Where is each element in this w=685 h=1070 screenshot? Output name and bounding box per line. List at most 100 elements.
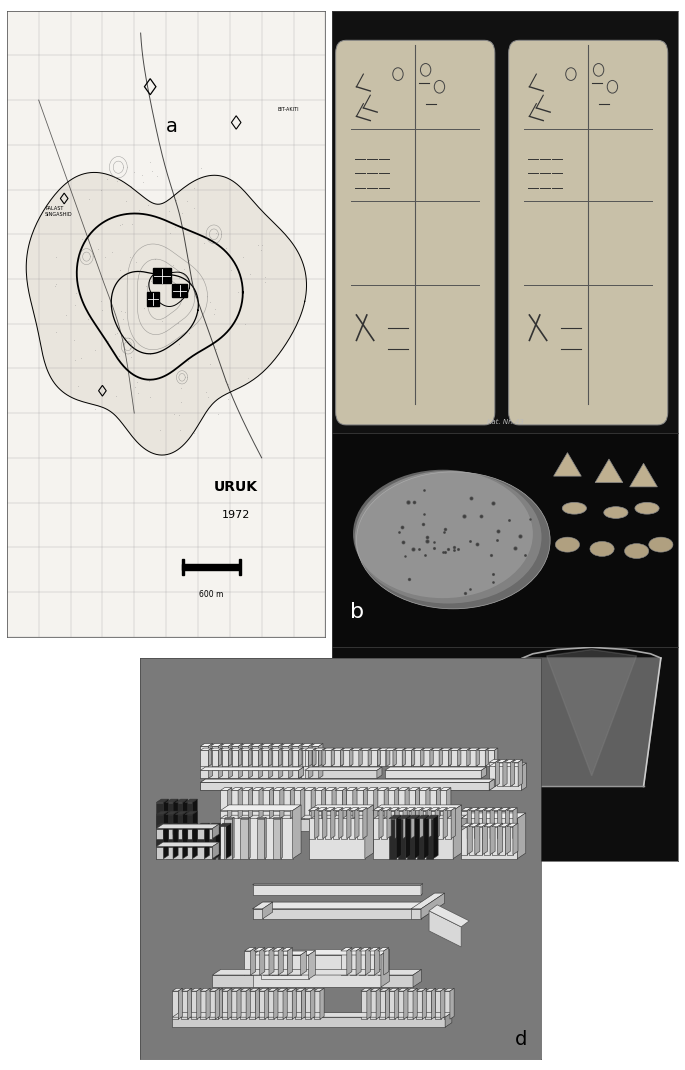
Polygon shape (273, 791, 279, 819)
Polygon shape (282, 948, 292, 951)
Polygon shape (314, 748, 325, 750)
Polygon shape (507, 808, 517, 811)
Polygon shape (240, 747, 249, 779)
Polygon shape (215, 989, 219, 1019)
Polygon shape (172, 991, 178, 1019)
Polygon shape (398, 791, 405, 819)
Polygon shape (309, 808, 319, 811)
Polygon shape (208, 748, 212, 766)
Polygon shape (495, 760, 499, 786)
Polygon shape (323, 750, 331, 766)
Polygon shape (363, 669, 474, 754)
Polygon shape (421, 808, 432, 811)
Polygon shape (521, 763, 526, 791)
Polygon shape (387, 808, 391, 839)
Polygon shape (209, 989, 219, 991)
Polygon shape (477, 748, 488, 750)
Polygon shape (305, 750, 312, 766)
Polygon shape (305, 991, 311, 1019)
Polygon shape (476, 808, 486, 811)
Polygon shape (407, 989, 417, 991)
Polygon shape (241, 788, 253, 791)
Polygon shape (273, 819, 281, 858)
Polygon shape (209, 991, 215, 1019)
Polygon shape (156, 811, 169, 814)
Polygon shape (630, 463, 658, 487)
Polygon shape (499, 811, 506, 839)
Polygon shape (272, 948, 284, 951)
Polygon shape (408, 815, 420, 819)
Polygon shape (277, 989, 287, 991)
Polygon shape (379, 991, 386, 1019)
Polygon shape (461, 815, 466, 830)
Polygon shape (221, 747, 228, 779)
Polygon shape (221, 805, 301, 811)
Polygon shape (510, 760, 514, 786)
Polygon shape (477, 750, 485, 766)
Polygon shape (373, 811, 379, 839)
Polygon shape (238, 744, 242, 779)
Polygon shape (421, 893, 445, 919)
Polygon shape (185, 799, 197, 802)
Circle shape (590, 541, 614, 556)
Polygon shape (484, 826, 490, 855)
Polygon shape (398, 989, 408, 991)
Polygon shape (221, 819, 461, 830)
Polygon shape (172, 1018, 445, 1027)
Polygon shape (419, 808, 423, 839)
Polygon shape (228, 744, 233, 779)
Polygon shape (398, 991, 403, 1019)
Polygon shape (411, 808, 415, 839)
Polygon shape (260, 750, 269, 766)
Polygon shape (268, 991, 274, 1019)
Polygon shape (222, 989, 232, 991)
Polygon shape (504, 760, 514, 762)
Ellipse shape (356, 472, 550, 609)
Polygon shape (459, 748, 470, 750)
Polygon shape (314, 991, 320, 1019)
Polygon shape (449, 750, 458, 766)
Polygon shape (256, 819, 264, 858)
Polygon shape (292, 989, 297, 1019)
Polygon shape (293, 791, 301, 819)
Polygon shape (419, 791, 426, 819)
Polygon shape (443, 808, 447, 839)
Polygon shape (425, 991, 432, 1019)
Polygon shape (489, 760, 499, 762)
Polygon shape (431, 748, 443, 750)
Polygon shape (290, 748, 302, 750)
Polygon shape (412, 748, 415, 766)
Polygon shape (468, 748, 479, 750)
Polygon shape (156, 814, 164, 846)
Polygon shape (426, 815, 438, 819)
Polygon shape (340, 748, 344, 766)
Polygon shape (377, 788, 388, 791)
Polygon shape (249, 991, 256, 1019)
Polygon shape (212, 824, 219, 839)
Polygon shape (492, 826, 498, 855)
Circle shape (649, 537, 673, 552)
Polygon shape (245, 951, 251, 975)
Polygon shape (342, 748, 353, 750)
Polygon shape (305, 770, 377, 779)
Polygon shape (489, 763, 526, 766)
Polygon shape (263, 951, 269, 975)
Polygon shape (314, 989, 324, 991)
Polygon shape (389, 808, 399, 811)
Polygon shape (281, 747, 288, 779)
Polygon shape (373, 811, 453, 858)
Polygon shape (365, 948, 371, 975)
Polygon shape (349, 808, 359, 811)
Polygon shape (416, 991, 422, 1019)
Polygon shape (282, 951, 288, 975)
Polygon shape (403, 808, 407, 839)
Polygon shape (200, 747, 208, 779)
Polygon shape (320, 989, 324, 1019)
Polygon shape (273, 788, 284, 791)
Polygon shape (325, 808, 335, 811)
Polygon shape (389, 811, 395, 839)
Polygon shape (200, 767, 303, 770)
Polygon shape (339, 808, 343, 839)
Polygon shape (333, 808, 343, 811)
Polygon shape (260, 747, 269, 779)
